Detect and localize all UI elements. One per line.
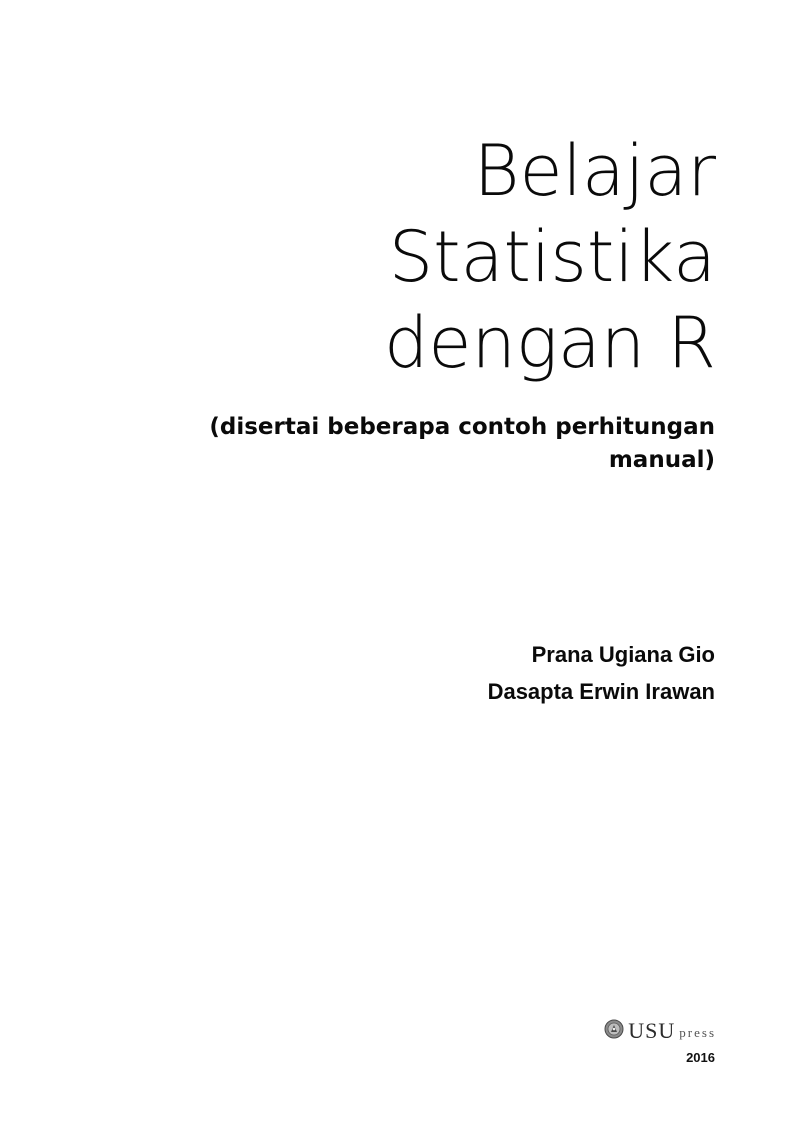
- publisher-logo: USU press: [604, 1018, 716, 1044]
- usu-emblem-icon: [604, 1019, 624, 1044]
- book-title: Belajar Statistika dengan R: [384, 128, 716, 386]
- publication-year: 2016: [686, 1050, 715, 1065]
- title-line-1: Belajar: [473, 130, 716, 212]
- subtitle-line-1: (disertai beberapa contoh perhitungan: [209, 414, 715, 440]
- authors: Prana Ugiana Gio Dasapta Erwin Irawan: [488, 636, 715, 710]
- author-1: Prana Ugiana Gio: [531, 642, 715, 667]
- publisher-suffix: press: [679, 1025, 716, 1040]
- book-subtitle: (disertai beberapa contoh perhitungan ma…: [155, 411, 715, 477]
- title-line-3: dengan R: [383, 302, 716, 384]
- title-line-2: Statistika: [388, 216, 716, 298]
- publisher-name: USU: [628, 1018, 676, 1043]
- subtitle-line-2: manual): [608, 447, 715, 473]
- author-2: Dasapta Erwin Irawan: [487, 679, 715, 704]
